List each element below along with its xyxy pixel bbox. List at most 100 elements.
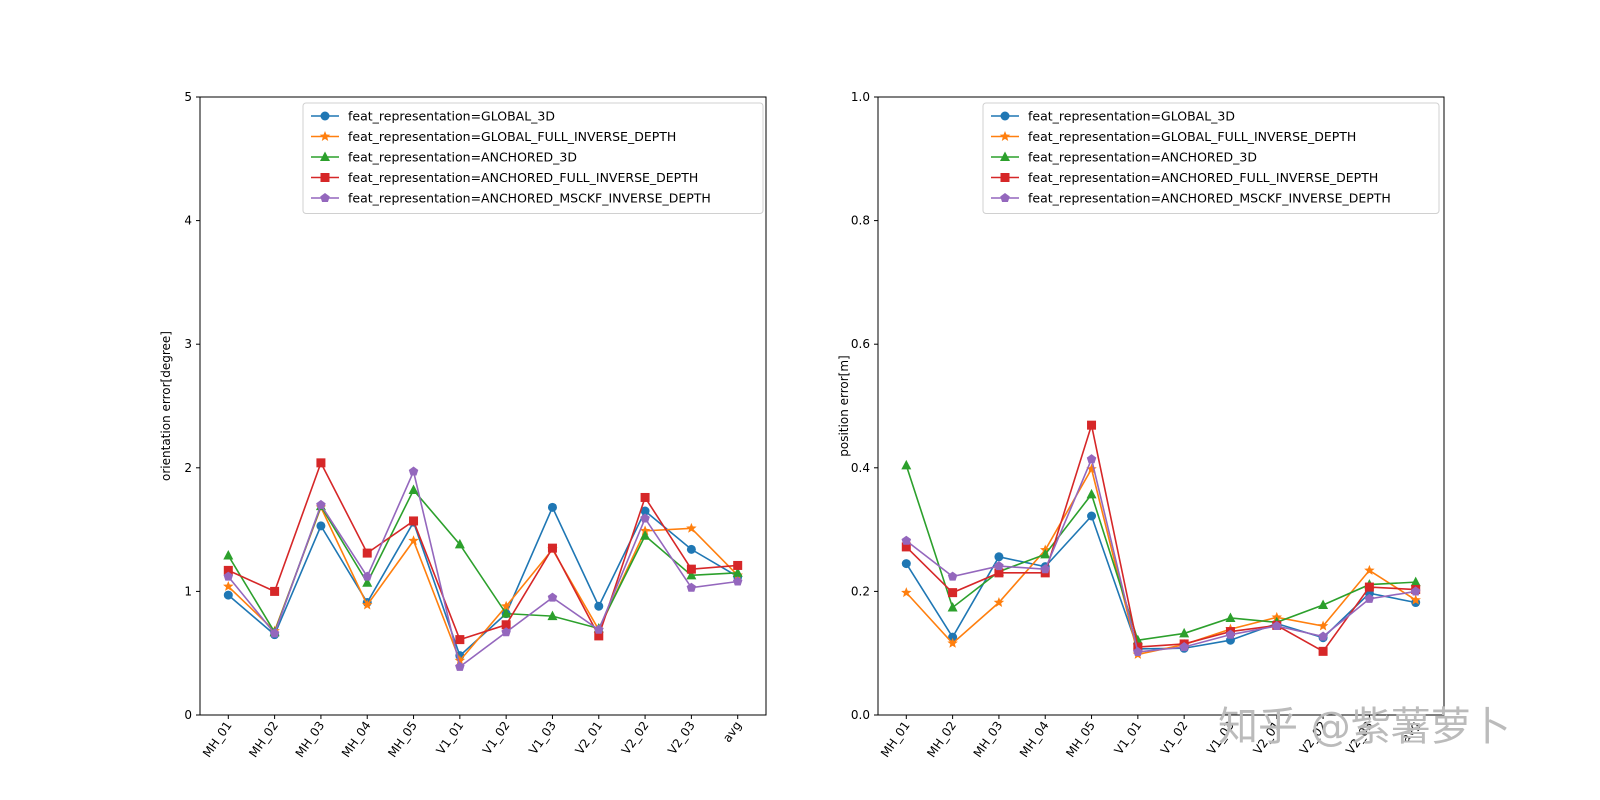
data-point bbox=[993, 597, 1005, 607]
data-point bbox=[223, 550, 234, 560]
data-point bbox=[270, 586, 280, 596]
legend-marker bbox=[320, 151, 330, 161]
y-axis-label: orientation error[degree] bbox=[159, 331, 173, 481]
data-point bbox=[594, 631, 604, 641]
data-point bbox=[408, 484, 419, 495]
data-point bbox=[1040, 564, 1050, 574]
x-tick-label: MH_01 bbox=[878, 719, 913, 760]
axes-frame bbox=[877, 96, 1445, 716]
x-tick-label: MH_05 bbox=[1063, 719, 1098, 760]
legend-marker bbox=[320, 173, 330, 182]
legend-label: feat_representation=ANCHORED_3D bbox=[348, 150, 577, 165]
x-tick-label: MH_02 bbox=[924, 719, 959, 760]
data-point bbox=[1225, 612, 1236, 622]
legend-marker bbox=[319, 131, 331, 141]
x-tick-label: avg bbox=[720, 719, 744, 745]
legend-marker bbox=[1000, 193, 1010, 203]
x-tick-label: V1_02 bbox=[480, 719, 513, 757]
data-point bbox=[947, 571, 958, 581]
data-point bbox=[501, 608, 512, 618]
data-point bbox=[547, 543, 557, 553]
data-point bbox=[454, 655, 466, 666]
legend-label: feat_representation=GLOBAL_3D bbox=[1028, 109, 1235, 124]
legend-label: feat_representation=ANCHORED_FULL_INVERS… bbox=[1028, 170, 1378, 185]
data-point bbox=[1133, 646, 1143, 657]
data-point bbox=[901, 587, 912, 598]
data-point bbox=[1179, 627, 1190, 638]
series-line bbox=[227, 469, 738, 669]
x-tick-label: V1_03 bbox=[526, 719, 559, 757]
x-tick-label: MH_04 bbox=[339, 719, 374, 760]
data-point bbox=[947, 601, 958, 612]
y-tick-label: 0.2 bbox=[851, 584, 870, 598]
y-tick-label: 0.8 bbox=[851, 214, 870, 228]
x-tick-label: MH_05 bbox=[385, 719, 420, 760]
data-point bbox=[409, 516, 419, 526]
data-point bbox=[1272, 621, 1282, 631]
data-point bbox=[223, 580, 234, 591]
legend: feat_representation=GLOBAL_3D feat_repres… bbox=[982, 102, 1440, 214]
data-point bbox=[500, 600, 512, 611]
data-point bbox=[1318, 646, 1328, 656]
data-point bbox=[1086, 454, 1097, 464]
data-point bbox=[1364, 593, 1375, 603]
data-point bbox=[994, 552, 1004, 562]
y-tick-label: 1.0 bbox=[851, 90, 870, 104]
legend-label: feat_representation=GLOBAL_3D bbox=[348, 109, 555, 124]
x-tick-label: MH_04 bbox=[1017, 719, 1052, 760]
position-error-chart: 0.0 0.2 0.4 0.6 0.8 1.0 MH_01 MH_02 MH_03 MH_04 MH… bbox=[837, 90, 1445, 760]
data-point bbox=[994, 568, 1004, 578]
legend-marker bbox=[1000, 173, 1010, 182]
orientation-error-chart: 0 1 2 3 4 5 MH_01 MH_02 MH_03 MH_04 MH_05 V1_01 V1_0… bbox=[159, 90, 767, 760]
data-point bbox=[901, 535, 912, 545]
legend-label: feat_representation=GLOBAL_FULL_INVERSE_… bbox=[348, 129, 676, 144]
legend-label: feat_representation=ANCHORED_MSCKF_INVER… bbox=[348, 191, 711, 206]
y-tick-label: 0.6 bbox=[851, 337, 870, 351]
data-point bbox=[686, 522, 697, 533]
data-point bbox=[547, 592, 558, 602]
legend-label: feat_representation=ANCHORED_MSCKF_INVER… bbox=[1028, 191, 1391, 206]
x-tick-label: V1_01 bbox=[1112, 719, 1145, 757]
data-point bbox=[501, 620, 511, 630]
data-point bbox=[732, 576, 743, 586]
data-point bbox=[1087, 420, 1097, 430]
legend-box bbox=[302, 102, 764, 214]
data-point bbox=[732, 567, 743, 577]
data-point bbox=[362, 599, 373, 610]
data-point bbox=[640, 506, 650, 516]
data-point bbox=[362, 571, 372, 581]
data-point bbox=[686, 569, 697, 580]
data-point bbox=[1318, 631, 1328, 641]
data-point bbox=[316, 521, 326, 531]
y-tick-label: 2 bbox=[184, 461, 192, 475]
y-tick-label: 5 bbox=[184, 90, 192, 104]
data-point bbox=[408, 466, 419, 476]
x-tick-label: V2_01 bbox=[572, 719, 605, 757]
x-tick-label: MH_03 bbox=[293, 719, 328, 760]
y-tick-label: 3 bbox=[184, 337, 192, 351]
legend-marker bbox=[1000, 111, 1010, 121]
data-point bbox=[316, 499, 326, 509]
data-point bbox=[316, 458, 326, 468]
data-point bbox=[901, 542, 911, 552]
x-tick-label: V1_02 bbox=[1158, 719, 1191, 757]
data-point bbox=[1318, 599, 1329, 609]
data-point bbox=[223, 590, 233, 600]
data-point bbox=[1040, 548, 1051, 559]
x-tick-label: V2_02 bbox=[619, 719, 652, 757]
series-line bbox=[905, 456, 1416, 653]
data-point bbox=[994, 561, 1004, 571]
x-tick-label: V1_01 bbox=[434, 719, 467, 757]
data-point bbox=[362, 548, 372, 558]
data-point bbox=[1364, 582, 1374, 592]
data-point bbox=[686, 564, 696, 574]
data-point bbox=[594, 601, 604, 611]
data-point bbox=[1086, 463, 1097, 474]
axes-frame bbox=[199, 96, 767, 716]
legend-label: feat_representation=GLOBAL_FULL_INVERSE_… bbox=[1028, 129, 1356, 144]
legend-label: feat_representation=ANCHORED_FULL_INVERS… bbox=[348, 170, 698, 185]
series-line bbox=[227, 488, 738, 635]
x-tick-label: V2_03 bbox=[665, 719, 698, 757]
legend-marker bbox=[1000, 151, 1010, 161]
data-point bbox=[640, 513, 650, 523]
